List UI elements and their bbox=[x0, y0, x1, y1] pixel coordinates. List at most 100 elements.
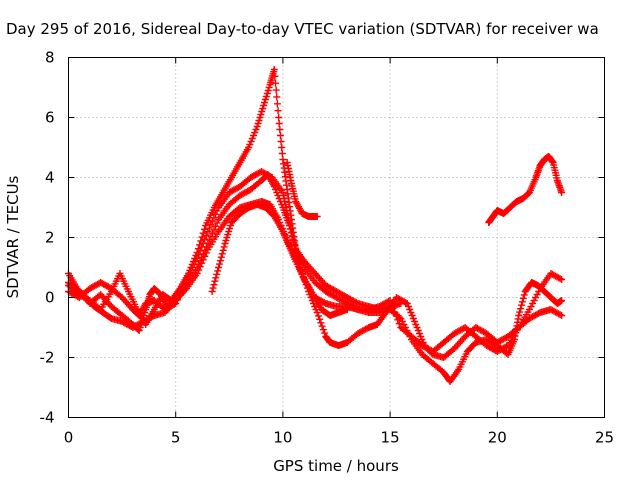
series-5 bbox=[208, 201, 351, 319]
data-point bbox=[213, 219, 221, 227]
data-point bbox=[517, 301, 525, 309]
data-point bbox=[95, 304, 103, 312]
data-point bbox=[208, 217, 216, 225]
data-point bbox=[215, 260, 223, 268]
data-point bbox=[193, 270, 201, 277]
data-point bbox=[216, 257, 224, 265]
data-point bbox=[313, 213, 321, 220]
series-6 bbox=[283, 159, 321, 220]
data-point bbox=[193, 249, 201, 256]
y-tick-label: 2 bbox=[45, 229, 55, 247]
data-point bbox=[391, 308, 399, 316]
data-point bbox=[196, 241, 204, 249]
data-point bbox=[272, 86, 280, 94]
data-point bbox=[220, 243, 228, 251]
data-point bbox=[314, 312, 322, 320]
data-point bbox=[217, 253, 225, 261]
data-point bbox=[502, 342, 510, 350]
data-point bbox=[392, 312, 400, 320]
data-point bbox=[194, 245, 202, 253]
data-point bbox=[558, 312, 566, 319]
series-7 bbox=[485, 153, 566, 226]
data-point bbox=[402, 299, 410, 307]
x-tick-label: 15 bbox=[381, 429, 400, 447]
data-point bbox=[212, 222, 220, 230]
data-point bbox=[320, 299, 328, 307]
data-point bbox=[386, 297, 394, 304]
data-point bbox=[515, 312, 523, 319]
data-point bbox=[313, 309, 321, 316]
y-tick-label: -4 bbox=[40, 409, 55, 427]
data-point bbox=[198, 233, 206, 241]
data-point bbox=[205, 224, 213, 232]
data-point bbox=[558, 297, 566, 304]
data-point bbox=[321, 329, 329, 337]
series-1 bbox=[65, 171, 566, 385]
grid-lines bbox=[68, 57, 605, 418]
data-point bbox=[278, 144, 286, 151]
data-point bbox=[276, 126, 284, 133]
data-point bbox=[556, 311, 564, 319]
x-tick-label: 20 bbox=[488, 429, 507, 447]
data-point bbox=[199, 256, 207, 264]
data-point bbox=[214, 267, 222, 275]
data-point bbox=[518, 298, 526, 306]
data-point bbox=[198, 259, 206, 267]
data-point bbox=[319, 326, 327, 334]
data-point bbox=[517, 305, 525, 313]
data-point bbox=[200, 225, 208, 233]
data-point bbox=[210, 226, 218, 234]
data-point bbox=[210, 281, 218, 289]
data-point bbox=[199, 229, 207, 237]
data-point bbox=[519, 294, 527, 302]
data-point bbox=[556, 275, 564, 283]
data-point bbox=[558, 189, 566, 196]
tick-labels: 0 5 10 15 20 25 -4 -2 0 2 4 6 8 bbox=[40, 49, 615, 447]
data-point bbox=[215, 264, 223, 271]
series-2 bbox=[65, 168, 566, 361]
data-point bbox=[195, 266, 203, 274]
y-tick-label: 8 bbox=[45, 49, 55, 67]
data-marks bbox=[65, 66, 566, 385]
data-point bbox=[516, 308, 524, 316]
axis-ticks bbox=[68, 57, 605, 418]
x-tick-label: 10 bbox=[273, 429, 292, 447]
chart-title: Day 295 of 2016, Sidereal Day-to-day VTE… bbox=[6, 20, 599, 38]
data-point bbox=[275, 120, 283, 127]
x-tick-label: 0 bbox=[64, 429, 74, 447]
data-point bbox=[558, 276, 566, 283]
x-tick-label: 5 bbox=[171, 429, 181, 447]
data-point bbox=[520, 291, 528, 299]
data-point bbox=[219, 246, 227, 254]
x-axis-label: GPS time / hours bbox=[273, 457, 399, 475]
data-point bbox=[277, 138, 285, 145]
y-tick-label: -2 bbox=[40, 349, 55, 367]
y-tick-label: 6 bbox=[45, 109, 55, 127]
data-point bbox=[343, 306, 351, 313]
y-tick-label: 0 bbox=[45, 289, 55, 307]
data-point bbox=[201, 252, 209, 260]
data-point bbox=[395, 320, 403, 328]
data-point bbox=[278, 150, 286, 157]
y-axis-label: SDTVAR / TECUs bbox=[4, 175, 22, 298]
data-point bbox=[274, 107, 282, 115]
data-point bbox=[270, 66, 278, 73]
data-point bbox=[208, 229, 216, 237]
data-point bbox=[209, 284, 217, 292]
data-point bbox=[197, 237, 205, 245]
y-tick-label: 4 bbox=[45, 169, 55, 187]
data-point bbox=[352, 299, 360, 307]
data-point bbox=[207, 221, 215, 229]
data-point bbox=[273, 93, 281, 101]
data-point bbox=[208, 288, 216, 295]
data-point bbox=[535, 309, 543, 317]
series-4 bbox=[65, 66, 405, 328]
data-point bbox=[316, 315, 324, 323]
data-point bbox=[213, 270, 221, 278]
data-point bbox=[211, 277, 219, 285]
data-point bbox=[275, 114, 283, 121]
data-point bbox=[212, 210, 220, 218]
data-point bbox=[272, 79, 280, 87]
data-point bbox=[212, 274, 220, 282]
data-point bbox=[317, 319, 325, 327]
